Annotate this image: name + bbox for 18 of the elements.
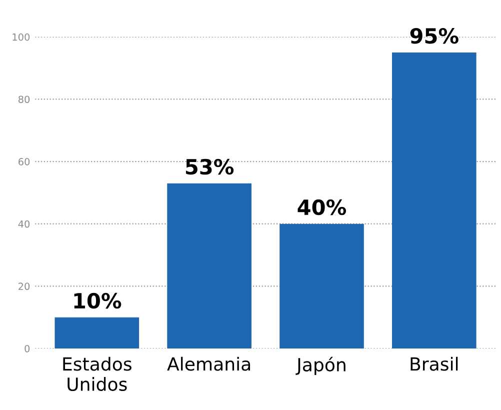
- bar: [167, 183, 252, 348]
- bar: [280, 224, 364, 348]
- x-tick-label: Japón: [296, 356, 346, 376]
- bar: [54, 317, 140, 348]
- x-tick-label: Estados Unidos: [63, 356, 132, 392]
- data-label: 10%: [74, 292, 122, 309]
- y-tick-label: 100: [12, 33, 30, 41]
- bar: [392, 52, 476, 348]
- x-tick-label: Brasil: [410, 356, 458, 371]
- y-tick-label: 80: [18, 96, 30, 104]
- y-tick-label: 60: [18, 158, 30, 166]
- data-label: 40%: [298, 199, 346, 216]
- y-tick-label: 0: [24, 344, 30, 352]
- y-tick-label: 20: [18, 282, 30, 290]
- data-label: 95%: [410, 28, 458, 44]
- y-tick-label: 40: [18, 220, 30, 228]
- data-label: 53%: [186, 158, 234, 175]
- x-tick-label: Alemania: [167, 356, 250, 371]
